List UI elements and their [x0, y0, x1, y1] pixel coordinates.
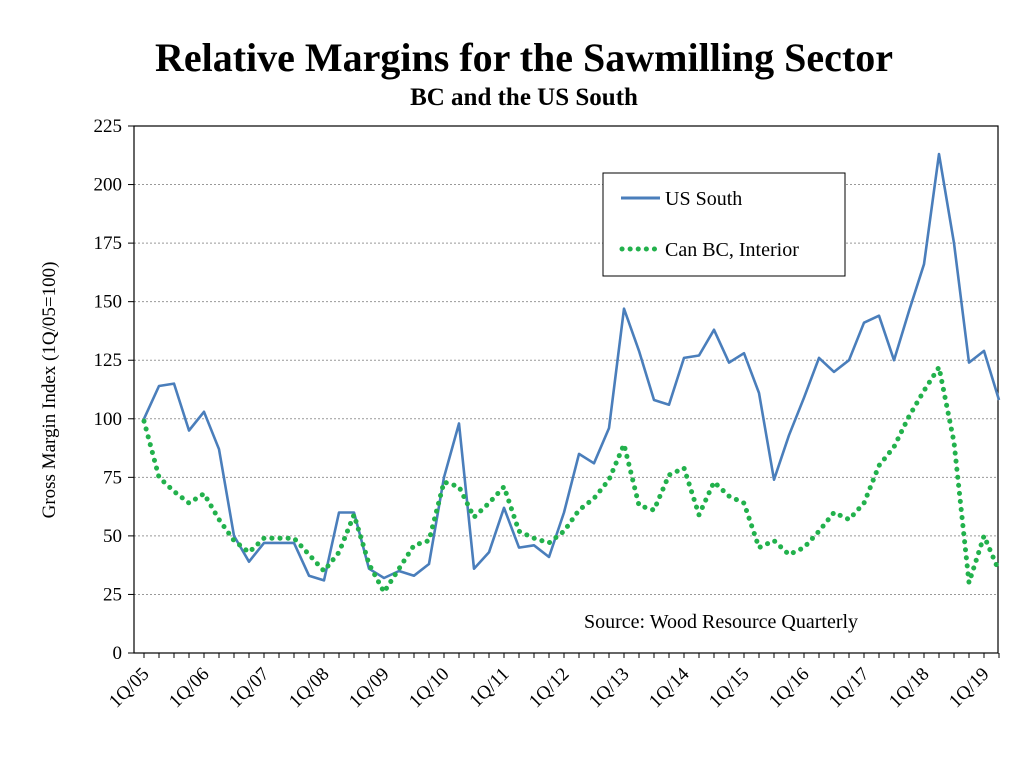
y-tick-label: 0	[113, 643, 123, 664]
y-axis-ticks: 0 25 50 75 100 125 150 175 200 225	[94, 116, 134, 664]
x-tick-label: 1Q/16	[765, 664, 813, 712]
x-tick-label: 1Q/05	[105, 664, 153, 712]
x-tick-label: 1Q/18	[885, 664, 933, 712]
chart-title: Relative Margins for the Sawmilling Sect…	[154, 35, 894, 80]
y-tick-label: 200	[94, 175, 123, 196]
series-line-1	[141, 364, 1002, 595]
x-axis-ticks: 1Q/05 1Q/06 1Q/07 1Q/08 1Q/09 1Q/10 1Q/11 1Q/12…	[105, 653, 1000, 712]
x-tick-label: 1Q/14	[645, 663, 694, 712]
x-tick-label: 1Q/12	[525, 664, 573, 712]
x-tick-label: 1Q/15	[705, 664, 753, 712]
y-tick-label: 150	[94, 292, 123, 313]
y-tick-label: 125	[94, 350, 123, 371]
gridlines	[134, 184, 998, 595]
legend-label-us-south: US South	[665, 188, 742, 210]
x-tick-label: 1Q/13	[585, 664, 633, 712]
x-tick-label: 1Q/09	[345, 664, 393, 712]
y-tick-label: 50	[103, 526, 122, 547]
y-tick-label: 100	[94, 409, 123, 430]
y-axis-title: Gross Margin Index (1Q/05=100)	[39, 262, 60, 519]
x-tick-label: 1Q/08	[285, 664, 333, 712]
x-tick-label: 1Q/10	[405, 664, 453, 712]
legend-label-can-bc: Can BC, Interior	[665, 239, 799, 261]
plot-frame	[133, 125, 999, 654]
chart-subtitle: BC and the US South	[410, 84, 638, 111]
legend: US South Can BC, Interior	[602, 172, 846, 277]
x-tick-label: 1Q/11	[466, 664, 514, 712]
source-annotation: Source: Wood Resource Quarterly	[584, 611, 858, 633]
y-tick-label: 25	[103, 584, 122, 605]
series-layer	[141, 152, 1002, 595]
y-tick-label: 75	[103, 467, 122, 488]
series-line-0	[142, 152, 1001, 582]
x-tick-label: 1Q/07	[225, 664, 273, 712]
x-tick-label: 1Q/19	[945, 664, 993, 712]
x-tick-label: 1Q/17	[825, 664, 873, 712]
y-tick-label: 225	[94, 116, 123, 137]
y-tick-label: 175	[94, 233, 123, 254]
legend-box	[602, 172, 846, 277]
x-tick-label: 1Q/06	[165, 664, 213, 712]
